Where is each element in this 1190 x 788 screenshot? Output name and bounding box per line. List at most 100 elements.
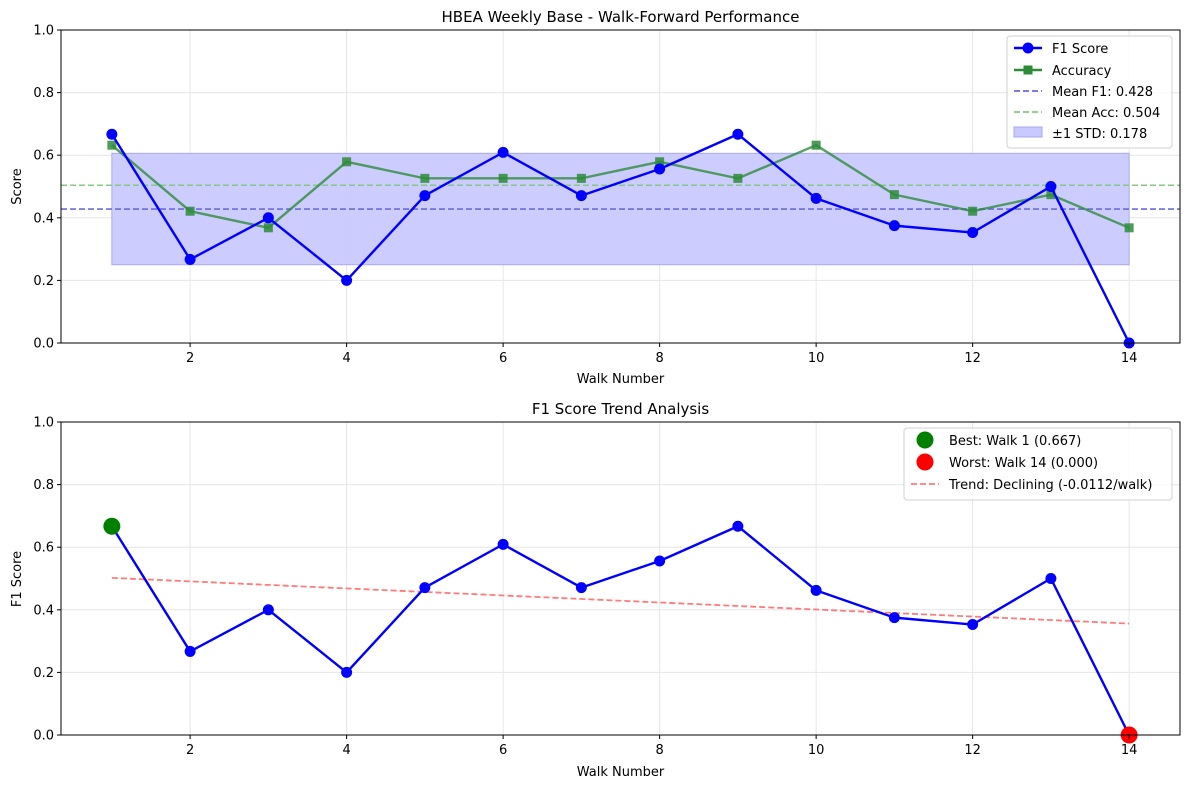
svg-text:Accuracy: Accuracy xyxy=(1052,64,1112,79)
y-axis-label: F1 Score xyxy=(10,551,25,607)
y-axis-ticks: 0.0 0.2 0.4 0.6 0.8 1.0 xyxy=(33,24,61,352)
f1-score-point xyxy=(184,645,196,657)
legend-entry-std-band: ±1 STD: 0.178 xyxy=(1013,126,1147,142)
y-axis-label: Score xyxy=(10,168,25,204)
x-tick-label: 2 xyxy=(186,743,194,758)
f1-trend-analysis-chart: 2 4 6 8 10 12 14 0.0 0.2 0.4 0.6 0.8 1.0 F1 Score T… xyxy=(10,400,1181,780)
legend-entry-mean-f1: Mean F1: 0.428 xyxy=(1014,85,1153,100)
accuracy-point xyxy=(968,206,978,216)
legend-entry-trend: Trend: Declining (-0.0112/walk) xyxy=(911,478,1152,493)
f1-score-point xyxy=(341,274,353,286)
x-axis-ticks: 2 4 6 8 10 12 14 xyxy=(186,735,1137,758)
legend-box xyxy=(903,427,1173,501)
y-tick-label: 0.2 xyxy=(33,666,54,681)
legend: F1 Score Accuracy Mean F1: 0.428 Mean Ac… xyxy=(1006,35,1173,149)
accuracy-point xyxy=(107,140,117,150)
axes-frame xyxy=(60,29,1181,344)
legend-entry-f1: F1 Score xyxy=(1014,42,1108,57)
y-tick-label: 1.0 xyxy=(33,416,54,431)
x-tick-label: 14 xyxy=(1121,351,1138,366)
x-tick-label: 12 xyxy=(964,743,981,758)
x-tick-label: 4 xyxy=(342,743,350,758)
series xyxy=(106,128,1135,349)
f1-score-point xyxy=(341,666,353,678)
svg-text:Best: Walk 1 (0.667): Best: Walk 1 (0.667) xyxy=(949,434,1081,449)
f1-score-point xyxy=(575,582,587,594)
y-tick-label: 0.4 xyxy=(33,211,54,226)
svg-text:±1 STD: 0.178: ±1 STD: 0.178 xyxy=(1052,127,1147,142)
best-walk-marker xyxy=(103,517,121,535)
accuracy-point xyxy=(889,190,899,200)
legend-entry-accuracy: Accuracy xyxy=(1014,64,1112,79)
x-axis-ticks: 2 4 6 8 10 12 14 xyxy=(186,343,1137,366)
accuracy-point xyxy=(1046,190,1056,200)
x-tick-label: 4 xyxy=(342,351,350,366)
accuracy-point xyxy=(811,140,821,150)
f1-score-point xyxy=(419,190,431,202)
legend: Best: Walk 1 (0.667) Worst: Walk 14 (0.0… xyxy=(903,427,1173,501)
chart-title: HBEA Weekly Base - Walk-Forward Performa… xyxy=(442,8,800,26)
f1-score-point xyxy=(419,582,431,594)
x-tick-label: 6 xyxy=(499,743,507,758)
accuracy-point xyxy=(1124,223,1134,233)
f1-score-line xyxy=(110,133,1131,344)
x-tick-label: 6 xyxy=(499,351,507,366)
f1-score-point xyxy=(106,128,118,140)
accuracy-point xyxy=(342,157,352,167)
legend-entry-best: Best: Walk 1 (0.667) xyxy=(916,431,1081,449)
f1-score-point xyxy=(888,612,900,624)
f1-score-point xyxy=(810,192,822,204)
axes-frame xyxy=(60,421,1181,736)
walk-forward-performance-chart: 2 4 6 8 10 12 14 0.0 0.2 0.4 0.6 0.8 1.0 HBEA Weekl… xyxy=(10,8,1181,387)
f1-score-point xyxy=(967,227,979,239)
x-tick-label: 12 xyxy=(964,351,981,366)
svg-text:Mean F1: 0.428: Mean F1: 0.428 xyxy=(1052,85,1153,100)
x-axis-label: Walk Number xyxy=(577,765,665,780)
x-tick-label: 14 xyxy=(1121,743,1138,758)
f1-score-line xyxy=(110,525,1131,736)
f1-score-point xyxy=(184,253,196,265)
x-tick-label: 8 xyxy=(655,743,663,758)
f1-score-point xyxy=(732,520,744,532)
svg-text:Worst: Walk 14 (0.000): Worst: Walk 14 (0.000) xyxy=(949,456,1098,471)
y-tick-label: 0.0 xyxy=(33,729,54,744)
f1-score-point xyxy=(1045,181,1057,192)
mean-reference-lines xyxy=(61,184,1180,210)
x-tick-label: 2 xyxy=(186,351,194,366)
accuracy-point xyxy=(498,173,508,183)
accuracy-point xyxy=(576,173,586,183)
f1-score-point xyxy=(810,584,822,596)
f1-score-point xyxy=(654,555,666,567)
accuracy-point xyxy=(655,157,665,167)
accuracy-point xyxy=(420,173,430,183)
svg-text:Mean Acc: 0.504: Mean Acc: 0.504 xyxy=(1052,106,1160,121)
y-axis-ticks: 0.0 0.2 0.4 0.6 0.8 1.0 xyxy=(33,416,61,744)
accuracy-point xyxy=(733,173,743,183)
f1-score-point xyxy=(888,220,900,232)
f1-score-point xyxy=(497,146,509,158)
y-tick-label: 0.8 xyxy=(33,86,54,101)
y-tick-label: 1.0 xyxy=(33,24,54,39)
x-tick-label: 10 xyxy=(808,351,825,366)
y-tick-label: 0.8 xyxy=(33,478,54,493)
f1-score-point xyxy=(732,128,744,140)
y-tick-label: 0.6 xyxy=(33,541,54,556)
y-tick-label: 0.0 xyxy=(33,337,54,352)
f1-score-point xyxy=(1045,573,1057,584)
f1-score-point xyxy=(497,538,509,550)
trend-line xyxy=(111,576,1130,625)
legend-entry-worst: Worst: Walk 14 (0.000) xyxy=(916,453,1098,471)
x-tick-label: 8 xyxy=(655,351,663,366)
f1-score-point xyxy=(262,212,274,224)
f1-score-point xyxy=(654,163,666,175)
f1-score-point xyxy=(575,190,587,202)
f1-score-point xyxy=(262,604,274,616)
legend-entry-mean-acc: Mean Acc: 0.504 xyxy=(1014,106,1160,121)
y-tick-label: 0.6 xyxy=(33,149,54,164)
chart-title: F1 Score Trend Analysis xyxy=(532,400,710,418)
accuracy-line xyxy=(111,143,1130,230)
f1-score-point xyxy=(967,619,979,631)
accuracy-point xyxy=(263,223,273,233)
x-tick-label: 10 xyxy=(808,743,825,758)
